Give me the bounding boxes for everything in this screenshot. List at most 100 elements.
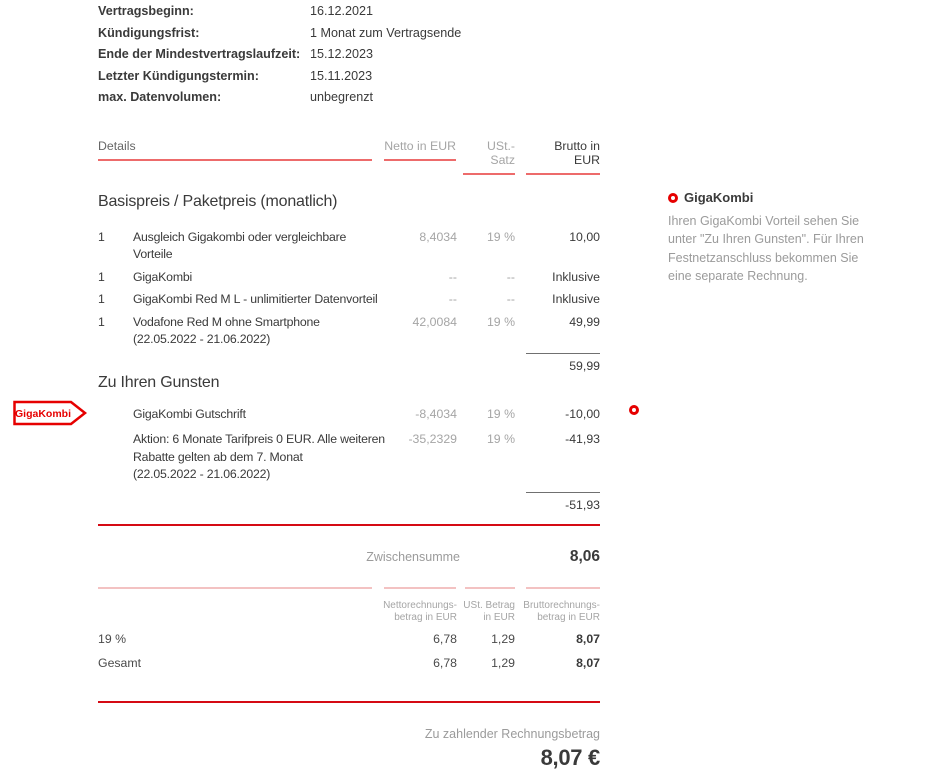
row-description: GigaKombi Red M L - unlimitierter Datenv… [133,292,378,307]
divider-red-line [98,701,600,703]
tax-row-brutto: 8,07 [576,632,600,646]
contract-info-value: unbegrenzt [310,90,374,105]
row-netto: 42,0084 [412,314,457,329]
contract-info-row: Ende der Mindestvertragslaufzeit: 15.12.… [98,46,600,68]
section-basispreis: Basispreis / Paketpreis (monatlich) 1 Au… [98,193,600,373]
tax-header-brutto: Bruttorechnungs- betrag in EUR [523,600,600,623]
contract-info-value: 16.12.2021 [310,4,374,18]
row-ust: 19 % [486,314,515,329]
table-row: 1 Vodafone Red M ohne Smartphone (22.05.… [98,314,600,349]
tax-table-headers: Nettorechnungs- betrag in EUR USt. Betra… [98,600,600,624]
divider-segment [526,587,600,589]
row-brutto: 10,00 [569,230,600,244]
contract-info-label: Kündigungsfrist: [98,25,200,40]
column-header-details: Details [98,139,372,161]
divider-red-line [98,524,600,526]
divider-segment [465,587,515,589]
tax-row-label: 19 % [98,632,127,646]
divider-segment [98,587,372,589]
tax-row-brutto: 8,07 [576,656,600,670]
section-title: Basispreis / Paketpreis (monatlich) [98,193,338,210]
table-row: 1 GigaKombi Red M L - unlimitierter Date… [98,291,600,308]
row-quantity: 1 [98,269,105,284]
tax-summary-table: Nettorechnungs- betrag in EUR USt. Betra… [98,600,600,680]
contract-info-value: 15.12.2023 [310,47,374,62]
gigakombi-marker-icon [629,405,639,415]
tax-row: 19 % 6,78 1,29 8,07 [98,632,600,646]
row-brutto: -10,00 [565,407,600,421]
contract-info-row: Kündigungsfrist: 1 Monat zum Vertragsend… [98,25,600,47]
contract-info-value: 15.11.2023 [310,68,373,83]
tax-row: Gesamt 6,78 1,29 8,07 [98,656,600,670]
gigakombi-tag-shape: GigaKombi [13,400,88,426]
section-subtotal: -51,93 [526,491,600,512]
gigakombi-note: GigaKombi Ihren GigaKombi Vorteil sehen … [668,190,878,285]
section-subtotal: 59,99 [526,353,600,373]
tax-row-label: Gesamt [98,656,142,670]
row-quantity [98,431,133,483]
row-brutto: Inklusive [552,269,600,284]
grand-total-value: 8,07 € [540,745,601,770]
column-header-netto: Netto in EUR [384,139,456,161]
ring-icon [668,192,678,203]
row-ust: 19 % [486,407,515,421]
row-netto: 8,4034 [419,230,457,244]
divider-segment [384,587,456,589]
row-brutto: Inklusive [552,292,600,307]
gigakombi-note-body: Ihren GigaKombi Vorteil sehen Sie unter … [668,214,864,283]
row-description: Aktion: 6 Monate Tarifpreis 0 EUR. Alle … [133,432,385,482]
contract-info-value: 1 Monat zum Vertragsende [310,25,462,40]
tax-header-ust: USt. Betrag in EUR [463,600,515,623]
table-row: GigaKombi Gutschrift -8,4034 19 % -10,00 [98,406,600,423]
contract-info-label: Letzter Kündigungstermin: [98,68,259,83]
row-description: GigaKombi [133,269,193,284]
contract-info-row: Vertragsbeginn: 16.12.2021 [98,3,600,25]
row-ust: -- [506,269,515,284]
row-netto: -- [448,269,457,284]
row-brutto: 49,99 [569,314,600,329]
contract-info-label: Vertragsbeginn: [98,4,194,18]
table-row: Aktion: 6 Monate Tarifpreis 0 EUR. Alle … [98,431,600,483]
zwischensumme-label: Zwischensumme [366,550,460,564]
tax-header-netto: Nettorechnungs- betrag in EUR [383,600,457,623]
zwischensumme-row: Zwischensumme 8,06 [98,548,600,566]
row-ust: -- [506,292,515,307]
contract-info-label: max. Datenvolumen: [98,90,222,105]
table-row: 1 Ausgleich Gigakombi oder vergleichbare… [98,229,600,264]
contract-info-row: max. Datenvolumen: unbegrenzt [98,89,600,111]
zwischensumme-value: 8,06 [569,548,600,565]
table-row: 1 GigaKombi -- -- Inklusive [98,269,600,286]
row-quantity: 1 [98,314,105,329]
tax-header-spacer [98,600,241,624]
tax-row-ust: 1,29 [491,656,515,670]
row-description: Vodafone Red M ohne Smartphone (22.05.20… [133,314,320,347]
tax-row-ust: 1,29 [491,632,515,646]
table-column-headers: Details Netto in EUR USt.-Satz Brutto in… [98,139,600,175]
contract-info-label: Ende der Mindestvertragslaufzeit: [98,47,301,62]
row-description: GigaKombi Gutschrift [133,407,246,421]
gigakombi-note-title: GigaKombi [684,190,754,205]
column-header-ust-satz: USt.-Satz [463,139,515,175]
section-zu-ihren-gunsten: Zu Ihren Gunsten GigaKombi Gutschrift -8… [98,374,600,512]
contract-info-list: Vertragsbeginn: 16.12.2021 Kündigungsfri… [98,3,600,111]
row-quantity: 1 [98,292,105,307]
section-title: Zu Ihren Gunsten [98,374,220,391]
row-ust: 19 % [486,432,515,447]
row-netto: -- [448,292,457,307]
row-quantity: 1 [98,230,105,244]
row-netto: -35,2329 [408,432,457,447]
column-header-brutto: Brutto in EUR [526,139,600,175]
grand-total: Zu zahlender Rechnungsbetrag 8,07 € [98,727,600,771]
row-netto: -8,4034 [415,407,457,421]
row-quantity [98,406,133,423]
row-brutto: -41,93 [565,432,600,447]
gigakombi-tag-label: GigaKombi [15,408,71,420]
tax-row-netto: 6,78 [433,656,457,670]
gigakombi-tag: GigaKombi [13,400,88,426]
contract-info-row: Letzter Kündigungstermin: 15.11.2023 [98,68,600,90]
tax-row-netto: 6,78 [433,632,457,646]
row-ust: 19 % [486,230,515,244]
gigakombi-note-header: GigaKombi [668,190,878,205]
grand-total-label: Zu zahlender Rechnungsbetrag [424,727,600,741]
